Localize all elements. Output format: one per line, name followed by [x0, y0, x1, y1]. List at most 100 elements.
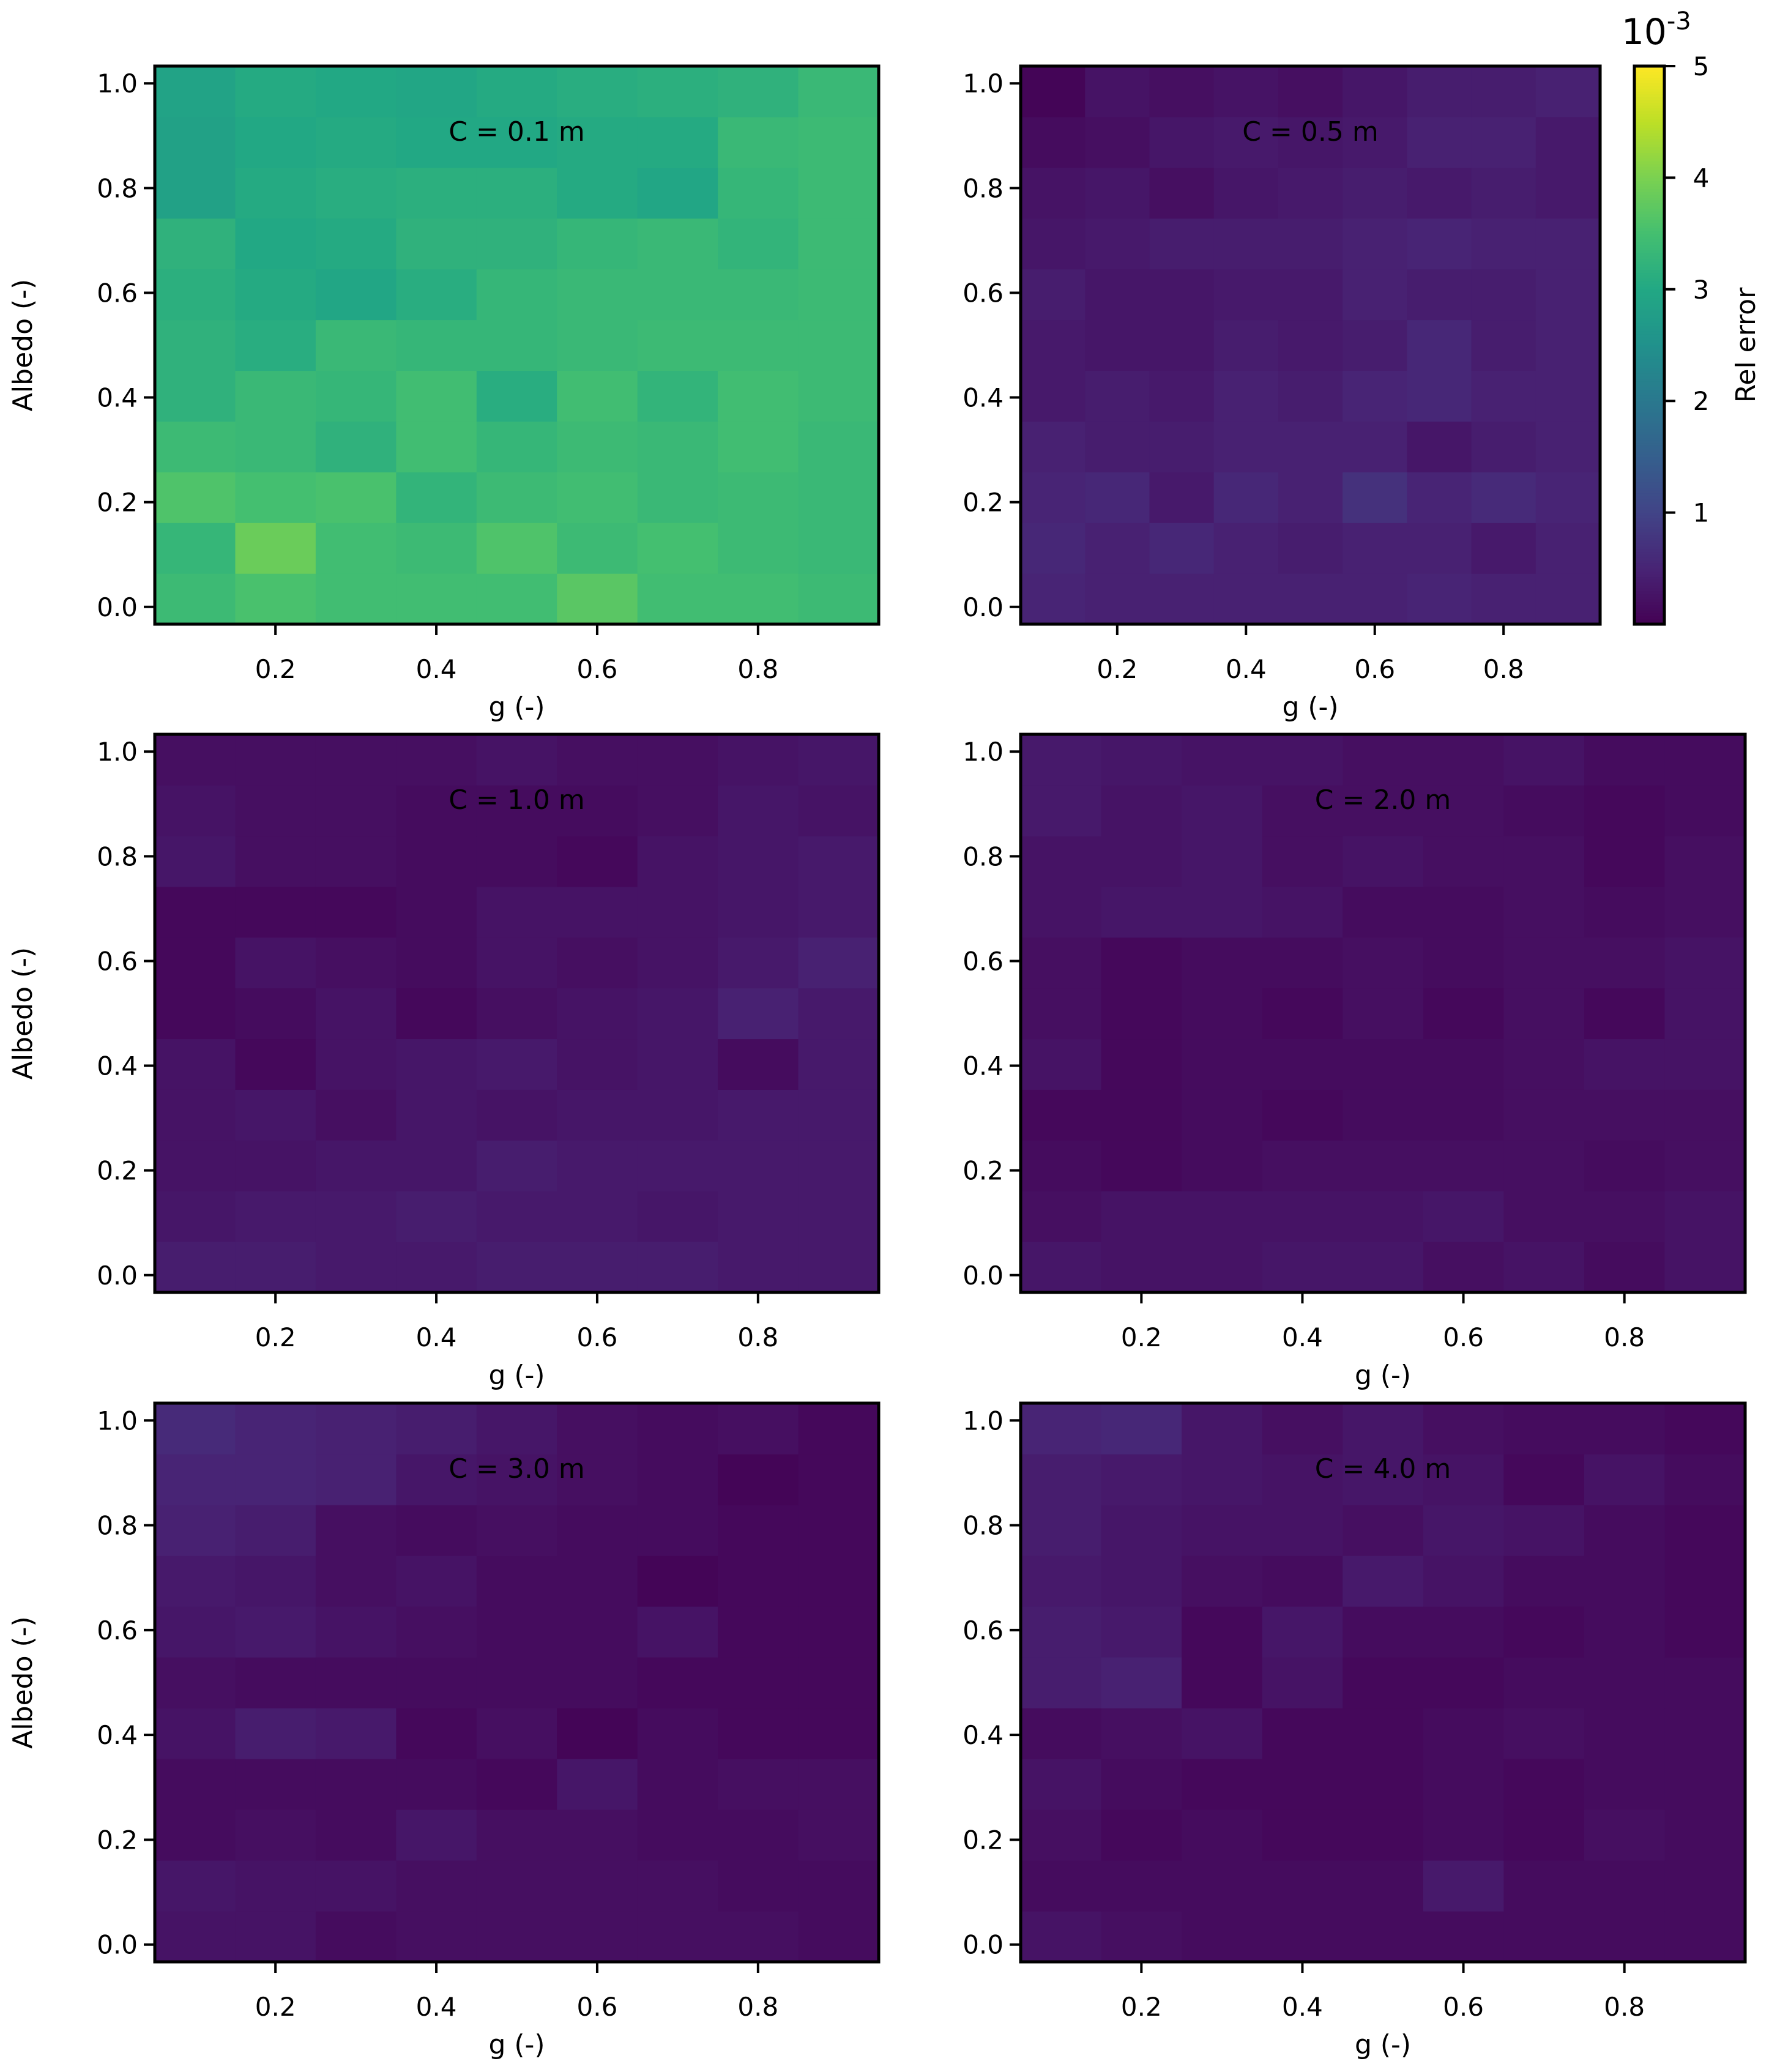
- colorbar-segment: [1634, 598, 1664, 603]
- y-tick-label: 0.8: [963, 173, 1004, 203]
- heatmap-cell: [718, 937, 799, 989]
- heatmap-cell: [1343, 988, 1424, 1040]
- heatmap-cell: [1503, 784, 1585, 837]
- colorbar-segment: [1634, 543, 1664, 546]
- heatmap-cell: [1021, 1505, 1102, 1556]
- y-tick-label: 0.6: [97, 1615, 138, 1645]
- heatmap-cell: [1021, 1911, 1102, 1962]
- heatmap-cell: [235, 1657, 316, 1709]
- heatmap-cell: [637, 1759, 718, 1810]
- heatmap-cell: [1535, 573, 1601, 625]
- colorbar-segment: [1634, 498, 1664, 502]
- heatmap-cell: [1423, 1809, 1504, 1861]
- heatmap-cell: [1101, 1860, 1182, 1912]
- y-tick-label: 1.0: [97, 1406, 138, 1436]
- heatmap-cell: [1262, 1403, 1343, 1455]
- x-tick-label: 0.6: [577, 1322, 618, 1352]
- x-tick-label: 0.4: [416, 654, 457, 684]
- heatmap-cell: [1213, 573, 1279, 625]
- heatmap-cell: [798, 167, 879, 219]
- heatmap-cell: [718, 835, 799, 887]
- heatmap-cell: [637, 1191, 718, 1242]
- heatmap-cell: [235, 573, 316, 625]
- colorbar-segment: [1634, 141, 1664, 145]
- colorbar-segment: [1634, 186, 1664, 190]
- heatmap-cell: [396, 370, 477, 422]
- heatmap-cell: [1584, 1089, 1666, 1141]
- colorbar-segment: [1634, 289, 1664, 293]
- colorbar-segment: [1634, 319, 1664, 324]
- colorbar-segment: [1634, 423, 1664, 427]
- heatmap-cell: [1213, 116, 1279, 168]
- heatmap-cell: [315, 1809, 397, 1861]
- heatmap-cell: [1278, 319, 1343, 371]
- colorbar-segment: [1634, 88, 1664, 92]
- heatmap-cell: [396, 1860, 477, 1912]
- colorbar-segment: [1634, 616, 1664, 619]
- heatmap-cell: [557, 1860, 638, 1912]
- heatmap-cell: [718, 573, 799, 625]
- heatmap-cell: [155, 66, 236, 117]
- heatmap-cell: [1343, 1242, 1424, 1293]
- heatmap-cell: [1182, 1242, 1263, 1293]
- heatmap-cell: [637, 1505, 718, 1556]
- colorbar-segment: [1634, 334, 1664, 337]
- heatmap-cell: [718, 1089, 799, 1141]
- heatmap-cell: [1664, 1403, 1746, 1455]
- colorbar-segment: [1634, 217, 1664, 220]
- heatmap-cell: [1407, 472, 1472, 523]
- x-tick-label: 0.4: [416, 1992, 457, 2022]
- heatmap-cell: [557, 573, 638, 625]
- colorbar-segment: [1634, 158, 1664, 162]
- heatmap-cell: [396, 886, 477, 938]
- y-tick-label: 0.4: [963, 1720, 1004, 1750]
- colorbar-segment: [1634, 548, 1664, 553]
- heatmap-cell: [637, 1556, 718, 1607]
- heatmap-cell: [1343, 886, 1424, 938]
- colorbar-segment: [1634, 568, 1664, 572]
- colorbar-segment: [1634, 434, 1664, 438]
- heatmap-cell: [1664, 886, 1746, 938]
- colorbar-segment: [1634, 442, 1664, 446]
- heatmap-cell: [1182, 1454, 1263, 1505]
- heatmap-cell: [155, 218, 236, 270]
- heatmap-cell: [396, 1038, 477, 1090]
- heatmap-cell: [798, 269, 879, 321]
- heatmap-cell: [476, 319, 557, 371]
- heatmap-cell: [718, 1403, 799, 1455]
- heatmap-cell: [1101, 734, 1182, 786]
- heatmap-cell: [1343, 218, 1407, 270]
- panel-title: C = 1.0 m: [449, 784, 584, 816]
- heatmap-cell: [1471, 421, 1536, 472]
- heatmap-cell: [1021, 734, 1102, 786]
- heatmap-cell: [798, 1191, 879, 1242]
- heatmap-cell: [1664, 1454, 1746, 1505]
- heatmap-cell: [1343, 1606, 1424, 1658]
- heatmap-cell: [1535, 167, 1601, 219]
- heatmap-cell: [1664, 1242, 1746, 1293]
- colorbar-segment: [1634, 147, 1664, 151]
- heatmap-cell: [1471, 319, 1536, 371]
- colorbar-segment: [1634, 406, 1664, 410]
- heatmap-cell: [637, 218, 718, 270]
- heatmap-cell: [1182, 1505, 1263, 1556]
- heatmap-cell: [1584, 1454, 1666, 1505]
- heatmap-cell: [557, 1606, 638, 1658]
- colorbar-segment: [1634, 585, 1664, 589]
- heatmap-cell: [1584, 1505, 1666, 1556]
- heatmap-cell: [1262, 1911, 1343, 1962]
- heatmap-cell: [798, 573, 879, 625]
- colorbar-tick-label: 1: [1693, 498, 1710, 528]
- heatmap-cell: [1278, 66, 1343, 117]
- heatmap-cell: [1262, 1809, 1343, 1861]
- heatmap-cell: [1423, 784, 1504, 837]
- colorbar-segment: [1634, 297, 1664, 301]
- y-tick-label: 0.0: [963, 592, 1004, 622]
- heatmap-cell: [718, 66, 799, 117]
- colorbar-exponent-base: 10: [1622, 11, 1667, 53]
- colorbar-segment: [1634, 283, 1664, 287]
- colorbar-tick-label: 3: [1693, 275, 1710, 305]
- heatmap-cell: [1423, 1505, 1504, 1556]
- heatmap-cell: [1407, 523, 1472, 574]
- colorbar-segment: [1634, 236, 1664, 240]
